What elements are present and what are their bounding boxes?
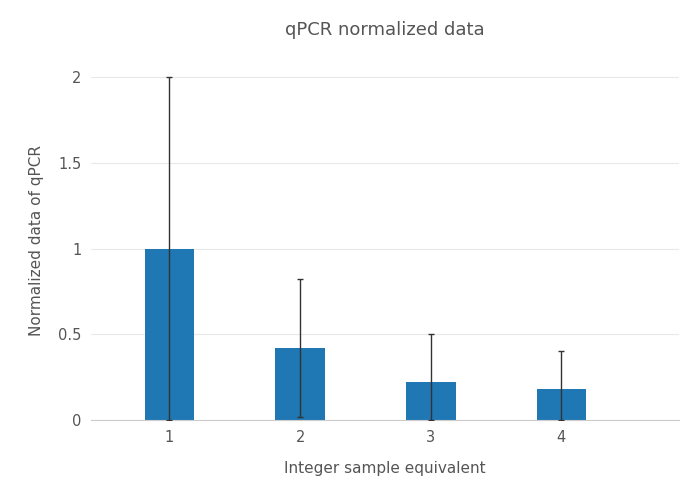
Bar: [275, 348, 325, 420]
X-axis label: Integer sample equivalent: Integer sample equivalent: [284, 462, 486, 476]
Bar: [537, 389, 586, 420]
Title: qPCR normalized data: qPCR normalized data: [285, 21, 485, 39]
Bar: [145, 248, 194, 420]
Y-axis label: Normalized data of qPCR: Normalized data of qPCR: [29, 144, 44, 336]
Bar: [406, 382, 456, 420]
